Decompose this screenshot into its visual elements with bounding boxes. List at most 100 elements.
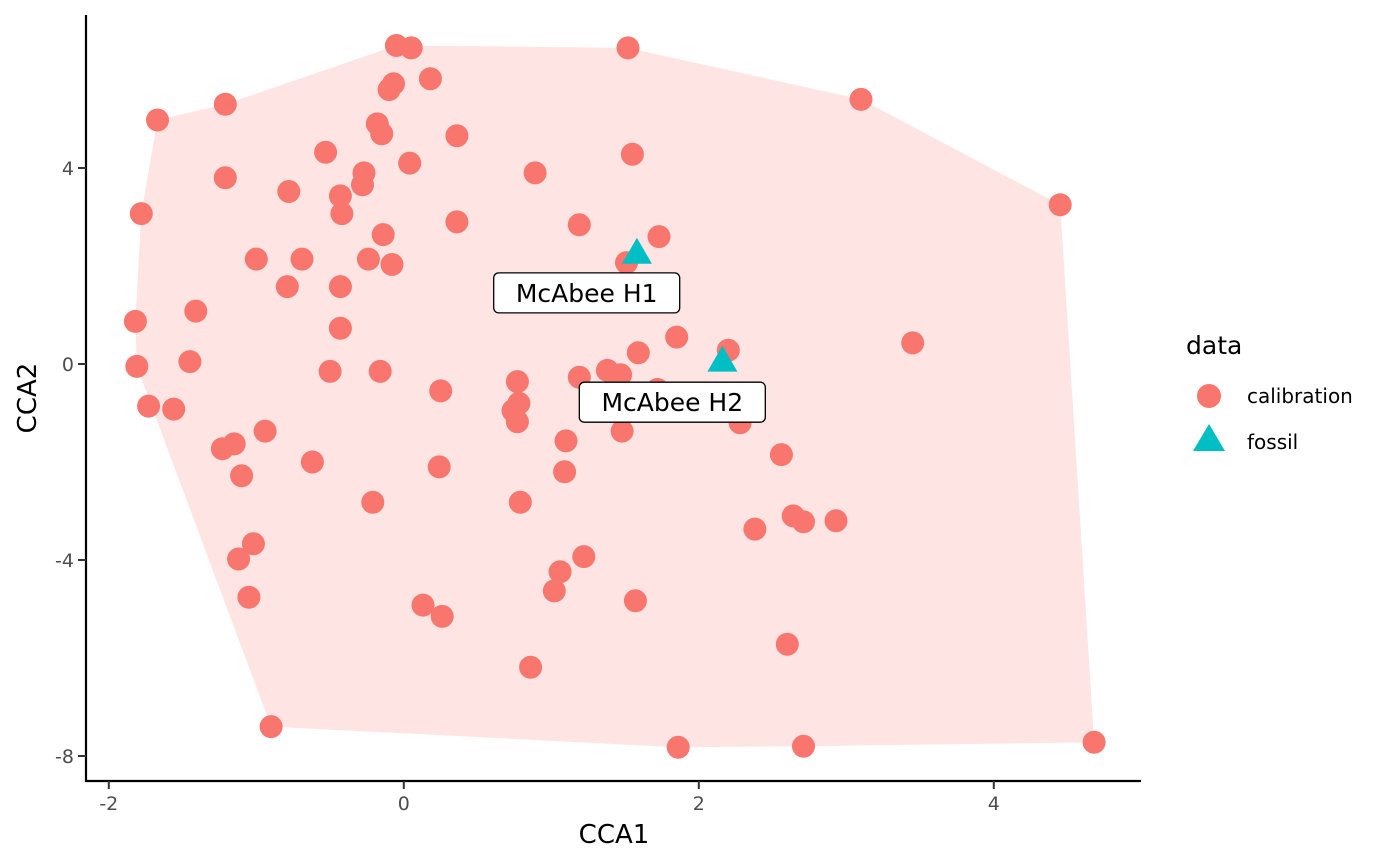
calibration-point-3 bbox=[418, 67, 442, 91]
legend-title: data bbox=[1186, 331, 1242, 360]
calibration-point-33 bbox=[275, 275, 299, 299]
calibration-point-44 bbox=[318, 359, 342, 383]
x-tick-label-0: -2 bbox=[99, 793, 118, 815]
calibration-points-layer bbox=[123, 34, 1106, 759]
calibration-point-37 bbox=[328, 316, 352, 340]
calibration-point-36 bbox=[123, 309, 147, 333]
calibration-point-26 bbox=[371, 223, 395, 247]
calibration-point-83 bbox=[775, 632, 799, 656]
calibration-point-12 bbox=[314, 140, 338, 164]
y-tick-label-2: 0 bbox=[62, 354, 74, 376]
calibration-point-39 bbox=[901, 331, 925, 355]
calibration-point-29 bbox=[290, 247, 314, 271]
calibration-point-35 bbox=[184, 299, 208, 323]
calibration-point-2 bbox=[616, 36, 640, 60]
calibration-point-18 bbox=[351, 173, 374, 197]
calibration-point-71 bbox=[792, 510, 815, 534]
calibration-point-73 bbox=[743, 517, 767, 541]
calibration-point-51 bbox=[429, 379, 453, 403]
calibration-point-80 bbox=[411, 593, 435, 617]
annotation-text-0: McAbee H1 bbox=[516, 279, 658, 308]
calibration-point-81 bbox=[623, 589, 647, 613]
calibration-point-14 bbox=[398, 151, 422, 175]
calibration-point-43 bbox=[125, 354, 149, 378]
calibration-point-27 bbox=[647, 225, 671, 249]
calibration-point-84 bbox=[519, 655, 543, 679]
annotation-label-1: McAbee H2 bbox=[578, 381, 766, 423]
calibration-point-6 bbox=[849, 87, 873, 111]
y-tick-label-0: -8 bbox=[55, 746, 74, 768]
calibration-point-47 bbox=[609, 363, 633, 387]
calibration-point-74 bbox=[241, 532, 265, 556]
calibration-point-64 bbox=[300, 450, 324, 474]
calibration-point-28 bbox=[244, 247, 268, 271]
calibration-point-31 bbox=[380, 253, 404, 276]
calibration-point-30 bbox=[356, 247, 380, 271]
calibration-point-76 bbox=[227, 547, 251, 571]
legend-fossil-label: fossil bbox=[1247, 430, 1298, 454]
annotation-label-0: McAbee H1 bbox=[493, 272, 681, 314]
fossil-point-0 bbox=[621, 237, 652, 264]
calibration-point-34 bbox=[328, 275, 352, 299]
calibration-point-53 bbox=[137, 394, 161, 418]
calibration-point-10 bbox=[370, 122, 394, 146]
calibration-point-8 bbox=[146, 108, 169, 132]
calibration-point-5 bbox=[377, 78, 401, 102]
calibration-point-22 bbox=[330, 202, 354, 226]
calibration-point-24 bbox=[445, 210, 469, 234]
calibration-point-69 bbox=[508, 490, 532, 514]
calibration-point-16 bbox=[523, 161, 547, 185]
x-tick-label-1: 0 bbox=[398, 793, 410, 815]
calibration-point-11 bbox=[445, 124, 469, 148]
annotation-text-1: McAbee H2 bbox=[601, 388, 743, 417]
ticks-layer: -2 0 2 4 -8 -4 0 4 bbox=[55, 158, 1000, 815]
calibration-point-66 bbox=[553, 460, 577, 484]
calibration-point-87 bbox=[792, 734, 815, 758]
calibration-point-17 bbox=[213, 166, 237, 190]
calibration-point-75 bbox=[572, 545, 596, 569]
calibration-point-45 bbox=[368, 359, 392, 383]
calibration-point-58 bbox=[610, 419, 634, 443]
legend-calibration-key bbox=[1197, 384, 1221, 408]
calibration-point-65 bbox=[427, 455, 451, 479]
calibration-point-56 bbox=[505, 410, 529, 434]
calibration-point-42 bbox=[178, 350, 202, 374]
calibration-point-86 bbox=[1082, 730, 1106, 754]
calibration-point-13 bbox=[620, 142, 644, 166]
calibration-point-68 bbox=[361, 490, 385, 514]
fossil-points-layer bbox=[621, 237, 738, 372]
calibration-point-38 bbox=[665, 325, 689, 349]
calibration-point-1 bbox=[399, 36, 423, 60]
legend: data calibration fossil bbox=[1186, 331, 1353, 454]
calibration-point-62 bbox=[210, 437, 234, 461]
calibration-point-85 bbox=[259, 715, 283, 739]
calibration-point-82 bbox=[430, 604, 454, 628]
legend-calibration-label: calibration bbox=[1247, 384, 1353, 408]
axes-layer bbox=[84, 15, 1141, 783]
calibration-point-59 bbox=[253, 419, 277, 443]
calibration-point-25 bbox=[567, 213, 591, 237]
calibration-point-23 bbox=[129, 202, 153, 226]
x-tick-label-3: 4 bbox=[988, 793, 1000, 815]
x-tick-label-2: 2 bbox=[693, 793, 705, 815]
legend-fossil-key bbox=[1193, 424, 1225, 451]
calibration-point-55 bbox=[162, 397, 186, 421]
calibration-point-19 bbox=[277, 180, 301, 203]
y-tick-label-1: -4 bbox=[55, 550, 74, 572]
calibration-point-78 bbox=[542, 579, 566, 603]
calibration-point-60 bbox=[554, 429, 578, 453]
annotation-box-0 bbox=[493, 272, 681, 314]
x-axis-title: CCA1 bbox=[579, 820, 650, 850]
calibration-point-21 bbox=[1048, 193, 1072, 217]
annotation-layer: McAbee H1 McAbee H2 bbox=[493, 272, 766, 423]
calibration-point-49 bbox=[505, 370, 529, 394]
calibration-point-63 bbox=[769, 443, 793, 467]
calibration-point-72 bbox=[824, 509, 848, 533]
calibration-point-41 bbox=[626, 341, 650, 365]
annotation-box-1 bbox=[578, 381, 766, 423]
fossil-point-1 bbox=[707, 345, 738, 372]
calibration-point-20 bbox=[328, 184, 352, 208]
calibration-point-77 bbox=[548, 560, 572, 584]
calibration-point-67 bbox=[230, 464, 254, 488]
